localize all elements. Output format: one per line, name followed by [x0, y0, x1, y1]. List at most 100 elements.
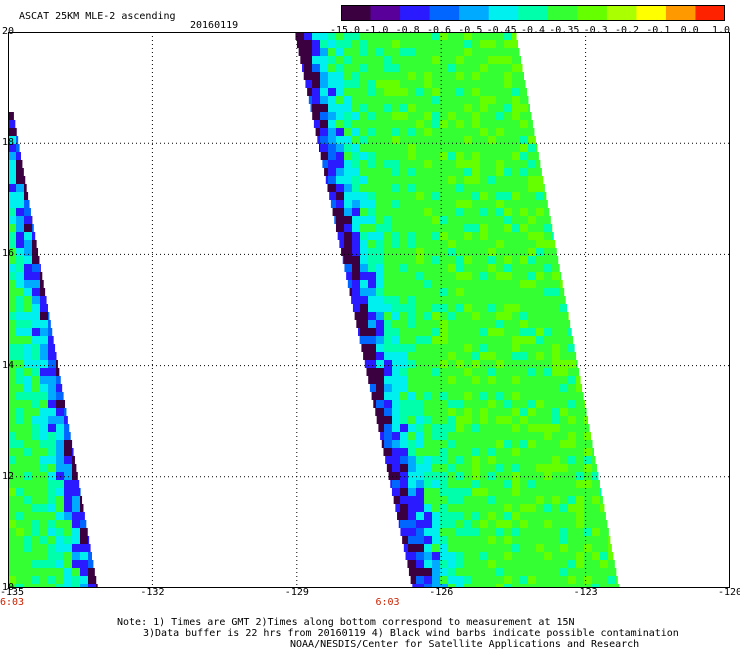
swath-cell — [480, 288, 488, 296]
swath-cell — [24, 368, 32, 376]
swath-cell — [504, 96, 512, 104]
swath-cell — [504, 312, 512, 320]
swath-cell — [496, 48, 504, 56]
swath-cell — [512, 248, 520, 256]
swath-cell — [456, 136, 464, 144]
swath-cell — [456, 88, 464, 96]
swath-cell — [8, 336, 16, 344]
swath-cell — [424, 288, 432, 296]
swath-cell — [16, 568, 24, 576]
swath-cell — [448, 48, 456, 56]
swath-cell — [24, 432, 32, 440]
swath-cell — [384, 96, 392, 104]
swath-cell — [424, 448, 432, 456]
swath-cell — [352, 144, 360, 152]
swath-cell — [64, 456, 72, 464]
swath-cell — [392, 152, 400, 160]
swath-cell — [584, 448, 592, 456]
swath-cell — [552, 248, 557, 256]
swath-cell — [80, 528, 88, 536]
swath-cell — [24, 320, 32, 328]
swath-cell — [448, 192, 456, 200]
swath-cell — [56, 584, 64, 588]
swath-cell — [536, 384, 544, 392]
swath-cell — [64, 520, 72, 528]
swath-cell — [512, 560, 520, 568]
swath-cell — [488, 504, 496, 512]
swath-cell — [376, 64, 384, 72]
swath-cell — [8, 360, 16, 368]
swath-cell — [408, 208, 416, 216]
swath-cell — [520, 312, 528, 320]
swath-cell — [472, 376, 480, 384]
swath-cell — [432, 208, 440, 216]
swath-cell — [480, 184, 488, 192]
swath-cell — [496, 80, 504, 88]
swath-cell — [496, 112, 504, 120]
swath-cell — [472, 248, 480, 256]
swath-cell — [560, 536, 568, 544]
swath-cell — [488, 560, 496, 568]
swath-cell — [504, 352, 512, 360]
swath-cell — [416, 64, 424, 72]
swath-cell — [520, 392, 528, 400]
swath-cell — [320, 96, 328, 104]
swath-cell — [520, 328, 528, 336]
swath-cell — [496, 64, 504, 72]
swath-cell — [392, 440, 400, 448]
swath-cell — [456, 104, 464, 112]
swath-cell — [40, 480, 48, 488]
swath-cell — [408, 568, 416, 576]
swath-cell — [480, 264, 488, 272]
swath-cell — [408, 80, 416, 88]
swath-cell — [464, 296, 472, 304]
swath-cell — [512, 240, 520, 248]
swath-cell — [408, 248, 416, 256]
swath-cell — [24, 552, 32, 560]
swath-cell — [464, 96, 472, 104]
swath-cell — [448, 208, 456, 216]
swath-cell — [536, 552, 544, 560]
swath-cell — [80, 536, 88, 544]
swath-cell — [480, 64, 488, 72]
swath-cell — [368, 88, 376, 96]
swath-cell — [416, 352, 424, 360]
swath-cell — [520, 272, 528, 280]
swath-cell — [488, 88, 496, 96]
swath-cell — [376, 160, 384, 168]
swath-cell — [392, 64, 400, 72]
swath-cell — [392, 384, 400, 392]
swath-cell — [512, 200, 520, 208]
swath-cell — [552, 320, 560, 328]
swath-cell — [56, 568, 64, 576]
swath-cell — [512, 184, 520, 192]
swath-cell — [504, 56, 512, 64]
swath-cell — [464, 336, 472, 344]
latitude-label: 18 — [2, 137, 15, 149]
swath-cell — [32, 280, 40, 288]
swath-cell — [472, 144, 480, 152]
swath-cell — [16, 328, 24, 336]
swath-cell — [448, 440, 456, 448]
swath-cell — [8, 576, 16, 584]
swath-cell — [32, 400, 40, 408]
swath-cell — [416, 368, 424, 376]
swath-cell — [392, 472, 400, 480]
swath-cell — [504, 88, 512, 96]
swath-cell — [424, 32, 432, 40]
swath-cell — [512, 352, 520, 360]
swath-cell — [576, 440, 584, 448]
swath-cell — [384, 128, 392, 136]
swath-cell — [536, 520, 544, 528]
swath-cell — [448, 456, 456, 464]
swath-cell — [496, 272, 504, 280]
swath-cell — [456, 256, 464, 264]
swath-cell — [560, 472, 568, 480]
swath-cell — [496, 56, 504, 64]
swath-cell — [504, 48, 512, 56]
swath-cell — [48, 424, 56, 432]
swath-cell — [440, 416, 448, 424]
swath-cell — [16, 504, 24, 512]
swath-cell — [456, 152, 464, 160]
swath-cell — [8, 400, 16, 408]
